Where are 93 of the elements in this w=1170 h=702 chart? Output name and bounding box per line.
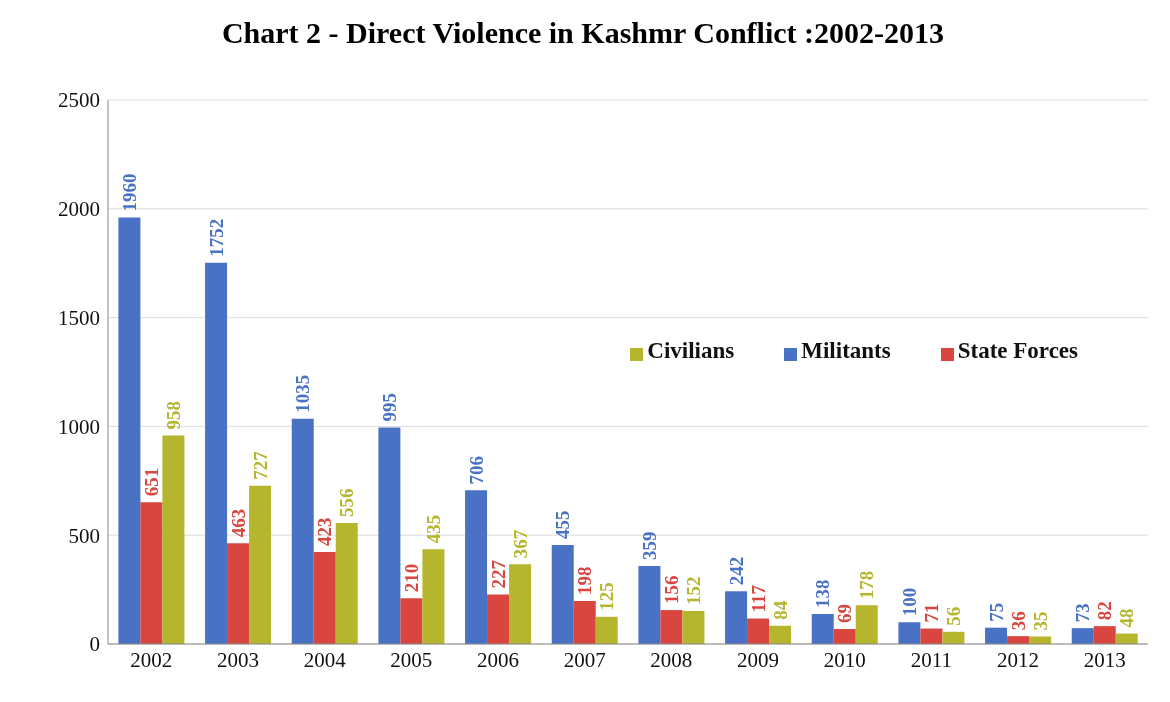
x-tick-label: 2010: [823, 647, 866, 672]
bar: [313, 551, 336, 644]
data-label: 556: [336, 488, 358, 518]
bar: [291, 418, 314, 644]
data-label: 125: [596, 582, 618, 611]
x-tick-label: 2004: [303, 647, 347, 672]
bar: [1007, 636, 1030, 644]
x-tick-label: 2003: [217, 647, 259, 672]
data-label: 82: [1094, 601, 1116, 621]
bar: [227, 543, 250, 644]
data-label: 1035: [292, 374, 314, 413]
data-label: 36: [1007, 611, 1029, 631]
data-label: 152: [682, 576, 704, 605]
data-label: 75: [985, 602, 1007, 622]
x-tick-label: 2007: [563, 647, 606, 672]
x-tick-label: 2002: [130, 647, 173, 672]
x-tick-label: 2009: [737, 647, 779, 672]
bar: [378, 427, 401, 644]
legend-label: Militants: [801, 338, 891, 363]
data-label: 48: [1116, 608, 1138, 628]
bar: [1093, 626, 1116, 644]
legend-label: Civilians: [647, 338, 735, 363]
bar: [400, 598, 423, 644]
bar: [335, 523, 358, 644]
data-label: 435: [422, 514, 444, 544]
bar: [118, 217, 141, 644]
bar: [573, 600, 596, 644]
bar: [465, 490, 488, 644]
legend-label: State Forces: [957, 338, 1078, 363]
bar: [898, 622, 921, 644]
data-label: 242: [725, 556, 747, 586]
x-tick-label: 2012: [997, 647, 1039, 672]
bar: [551, 544, 574, 644]
x-tick-label: 2006: [477, 647, 519, 672]
bar: [920, 628, 943, 644]
bar: [205, 262, 228, 644]
data-label: 198: [574, 566, 596, 595]
data-label: 56: [942, 606, 964, 626]
data-label: 71: [920, 603, 942, 623]
data-label: 210: [400, 563, 422, 593]
bar: [1071, 628, 1094, 644]
data-label: 651: [140, 467, 162, 497]
bar: [855, 605, 878, 644]
bar: [942, 631, 965, 644]
y-tick-label: 1500: [58, 306, 100, 331]
bar: [1029, 636, 1052, 644]
data-label: 84: [769, 600, 791, 620]
y-tick-label: 2000: [58, 197, 100, 222]
data-label: 727: [249, 450, 271, 480]
bar: [725, 591, 748, 644]
data-label: 73: [1072, 603, 1094, 623]
y-tick-label: 2500: [58, 88, 100, 113]
bar: [162, 435, 185, 644]
data-label: 178: [856, 570, 878, 600]
bar: [811, 613, 834, 644]
data-label: 359: [638, 531, 660, 560]
bar: [487, 594, 510, 644]
data-label: 156: [660, 575, 682, 605]
bar: [682, 610, 705, 644]
bar: [249, 485, 272, 644]
bar: [833, 628, 856, 644]
y-tick-label: 1000: [58, 414, 100, 439]
data-label: 1752: [205, 218, 227, 257]
data-label: 69: [834, 603, 856, 623]
data-label: 455: [552, 510, 574, 539]
y-tick-label: 500: [68, 523, 100, 548]
x-tick-label: 2005: [390, 647, 433, 672]
data-label: 1960: [118, 173, 140, 212]
data-label: 463: [227, 508, 249, 538]
x-tick-label: 2013: [1083, 647, 1126, 672]
bar: [747, 618, 770, 644]
data-label: 138: [812, 579, 834, 608]
data-label: 995: [378, 392, 400, 422]
bar: [769, 625, 792, 644]
data-label: 958: [162, 401, 184, 430]
data-label: 35: [1029, 611, 1051, 631]
bar: [595, 616, 618, 644]
x-tick-label: 2011: [910, 647, 952, 672]
data-label: 706: [465, 455, 487, 485]
bar: [140, 502, 163, 644]
data-label: 227: [487, 559, 509, 589]
bar: [638, 565, 661, 644]
chart-title: Chart 2 - Direct Violence in Kashmr Conflict :2002-2013: [220, 16, 946, 50]
x-tick-label: 2008: [650, 647, 693, 672]
y-tick-label: 0: [89, 632, 100, 657]
bar: [422, 549, 445, 644]
data-label: 117: [747, 584, 769, 613]
bar: [985, 627, 1008, 644]
data-label: 100: [898, 587, 920, 617]
bar: [509, 564, 532, 644]
bar: [660, 610, 683, 644]
data-label: 367: [509, 529, 531, 559]
data-label: 423: [314, 517, 336, 546]
